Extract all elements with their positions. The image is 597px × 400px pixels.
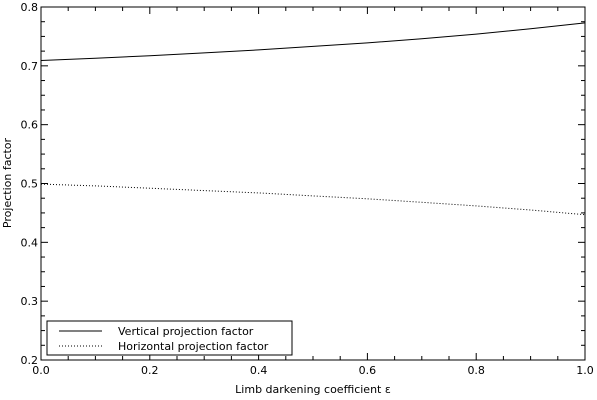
y-tick-label: 0.5 — [21, 178, 39, 191]
x-tick-label: 0.4 — [250, 364, 268, 377]
x-tick-label: 0.6 — [359, 364, 377, 377]
legend: Vertical projection factor Horizontal pr… — [46, 320, 293, 356]
y-tick-label: 0.2 — [21, 354, 39, 367]
y-tick-label: 0.7 — [21, 60, 39, 73]
y-tick-label: 0.3 — [21, 295, 39, 308]
legend-box — [46, 320, 293, 356]
x-axis-label: Limb darkening coefficient ε — [235, 383, 391, 396]
axis-ticks: 0.0 0.2 0.4 0.6 0.8 1.00.20.30.40.50.60.70.8 — [21, 1, 594, 377]
y-tick-label: 0.4 — [21, 236, 39, 249]
x-tick-label: 0.8 — [467, 364, 485, 377]
series-line-horizontal — [40, 183, 586, 216]
x-tick-label: 1.0 — [576, 364, 594, 377]
x-tick-label: 0.2 — [141, 364, 159, 377]
y-axis-label: Projection factor — [1, 137, 14, 228]
series-lines — [40, 22, 586, 216]
series-line-vertical — [40, 22, 586, 61]
y-tick-label: 0.6 — [21, 119, 39, 132]
legend-label-vertical: Vertical projection factor — [118, 325, 254, 338]
y-tick-label: 0.8 — [21, 1, 39, 14]
plot-frame — [40, 6, 586, 361]
x-tick-label: 0.0 — [32, 364, 50, 377]
legend-label-horizontal: Horizontal projection factor — [118, 340, 269, 353]
